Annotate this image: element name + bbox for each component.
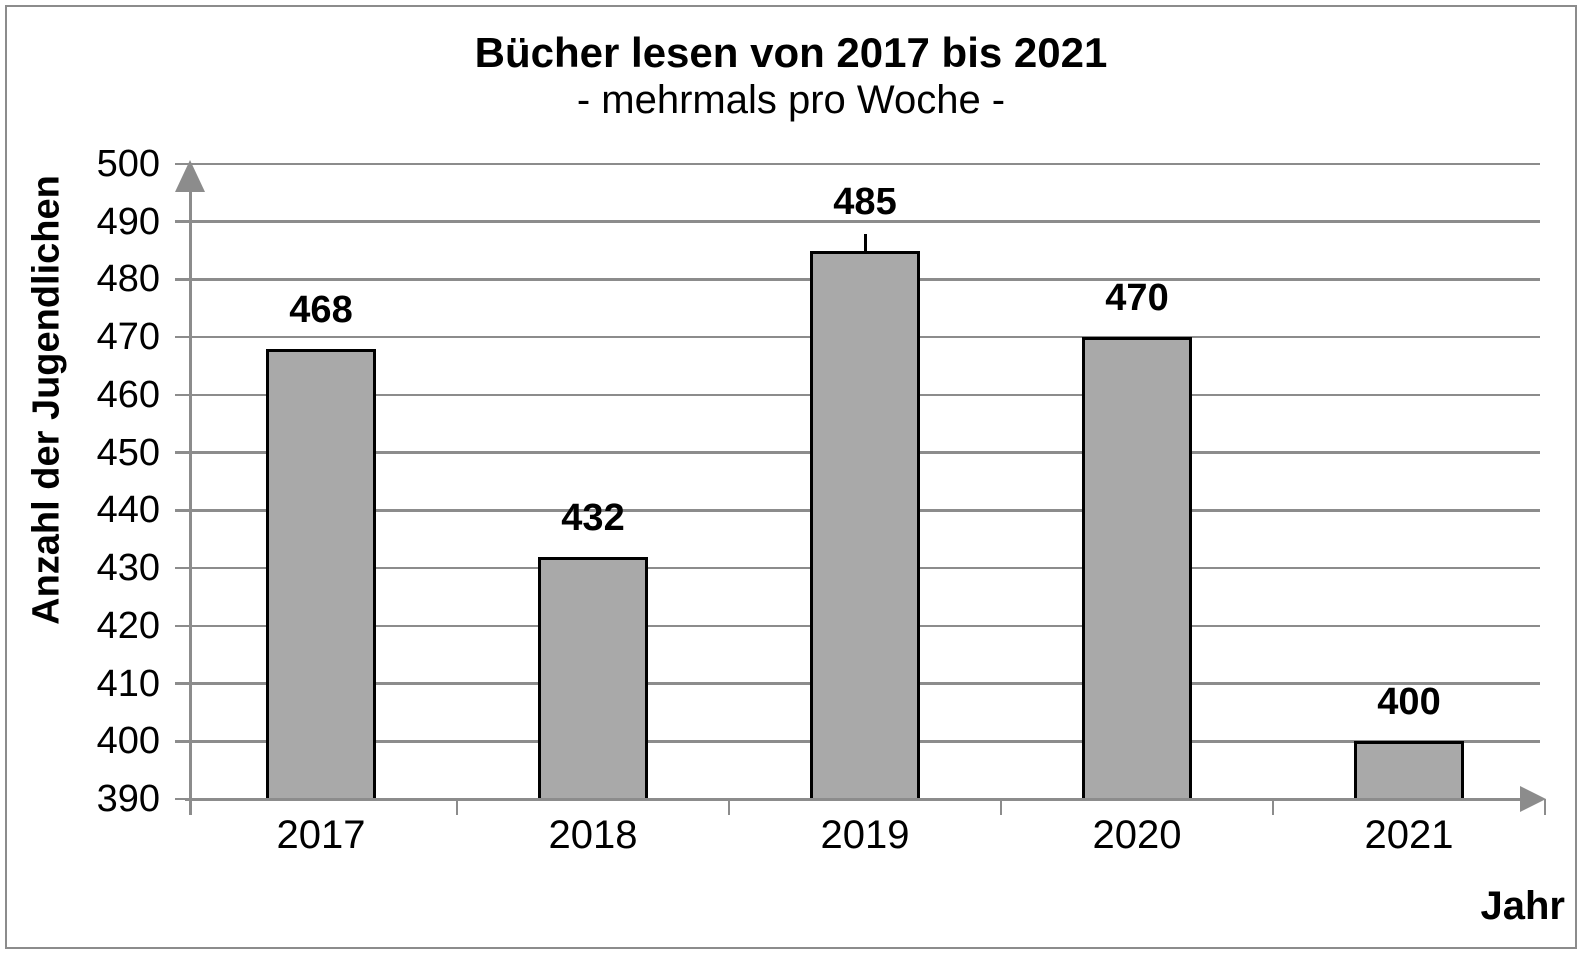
- y-tick-mark: [175, 566, 192, 570]
- y-tick-label: 410: [96, 662, 160, 705]
- leader-line: [863, 233, 867, 251]
- x-category-label: 2021: [1364, 813, 1454, 857]
- bar-value-label: 470: [1105, 277, 1169, 320]
- bar-value-label: 485: [833, 180, 897, 223]
- y-axis-line: [188, 178, 192, 815]
- y-tick-mark: [175, 278, 192, 281]
- y-tick-mark: [175, 682, 192, 685]
- bar-2021: [1354, 741, 1464, 801]
- y-tick-mark: [175, 509, 192, 512]
- y-tick-label: 470: [96, 316, 160, 359]
- y-tick-mark: [175, 335, 192, 339]
- y-axis-arrow-icon: [175, 160, 205, 192]
- y-tick-mark: [175, 451, 192, 454]
- y-tick-mark: [175, 624, 192, 628]
- bar-value-label: 468: [289, 288, 353, 331]
- y-tick-mark: [175, 740, 192, 743]
- bar-2017: [266, 348, 376, 801]
- x-tick-mark: [455, 799, 459, 815]
- gridline: [189, 162, 1540, 166]
- chart-frame: [5, 5, 1577, 949]
- y-tick-mark: [175, 220, 192, 223]
- x-axis-line: [185, 797, 1522, 801]
- y-tick-mark: [175, 797, 192, 801]
- x-tick-mark: [1271, 799, 1275, 815]
- bar-2019: [810, 250, 920, 801]
- x-category-label: 2017: [276, 813, 366, 857]
- bar-2020: [1082, 337, 1192, 801]
- y-tick-label: 480: [96, 258, 160, 301]
- x-axis-arrow-icon: [1520, 786, 1546, 812]
- chart-subtitle: - mehrmals pro Woche -: [576, 78, 1006, 122]
- x-category-label: 2020: [1092, 813, 1182, 857]
- x-tick-mark: [727, 799, 731, 815]
- y-tick-label: 460: [96, 373, 160, 416]
- y-tick-label: 450: [96, 431, 160, 474]
- bar-2018: [538, 556, 648, 801]
- y-tick-label: 490: [96, 200, 160, 243]
- y-tick-label: 440: [96, 489, 160, 532]
- y-tick-label: 500: [96, 143, 160, 185]
- bar-value-label: 400: [1377, 681, 1441, 724]
- x-category-label: 2019: [820, 813, 910, 857]
- x-axis-label: Jahr: [1480, 884, 1566, 928]
- gridline: [189, 220, 1540, 223]
- bar-value-label: 432: [561, 496, 625, 539]
- y-tick-mark: [175, 393, 192, 397]
- y-tick-label: 400: [96, 720, 160, 763]
- x-category-label: 2018: [548, 813, 638, 857]
- y-tick-label: 430: [96, 547, 160, 590]
- y-tick-label: 420: [96, 604, 160, 647]
- y-tick-label: 390: [96, 778, 160, 820]
- x-tick-mark: [999, 799, 1003, 815]
- chart-title: Bücher lesen von 2017 bis 2021: [474, 29, 1108, 76]
